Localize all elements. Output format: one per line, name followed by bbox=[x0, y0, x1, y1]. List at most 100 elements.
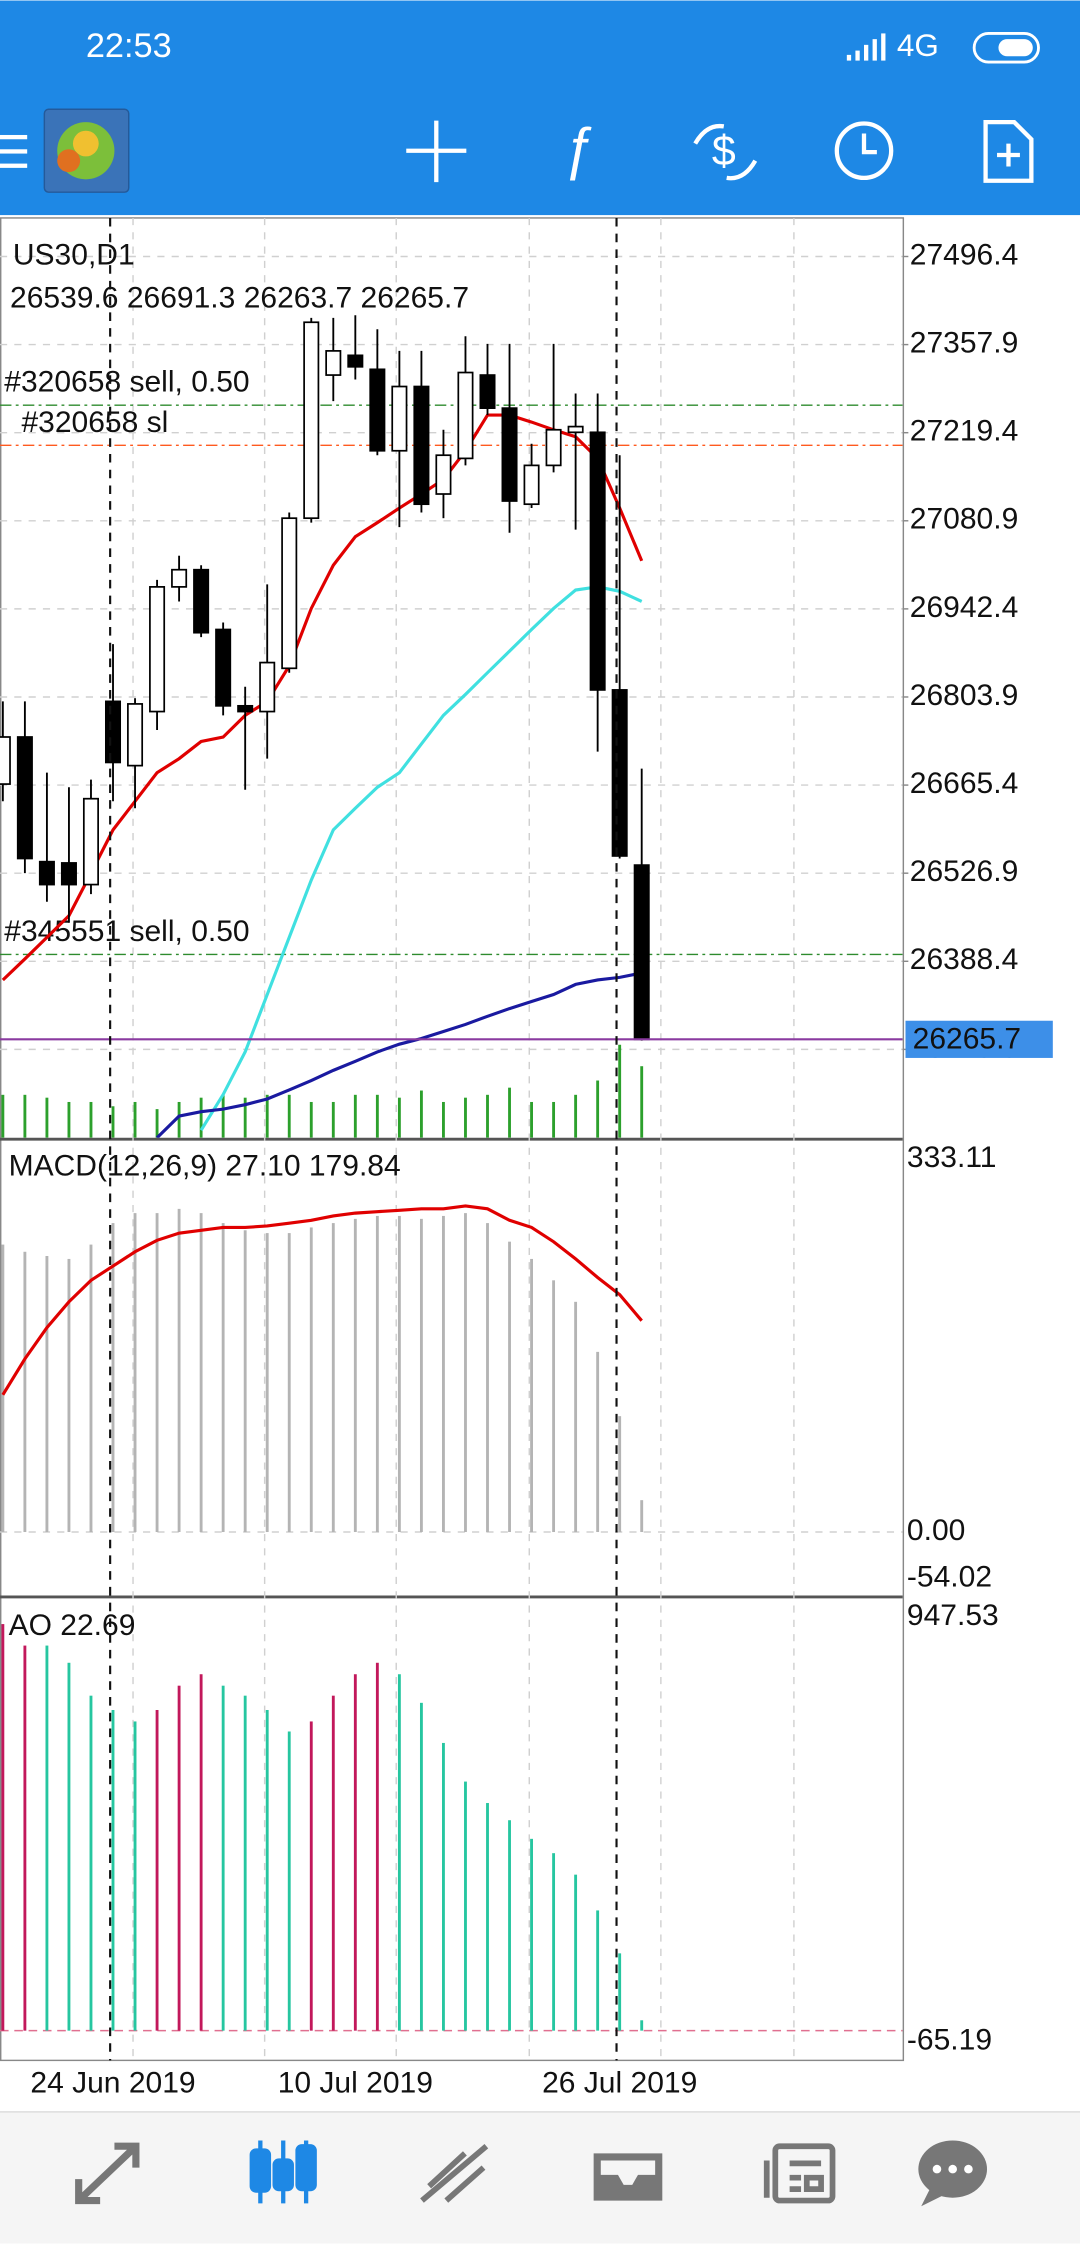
vertical-grid bbox=[132, 217, 795, 2061]
y-tick-label: 26388.4 bbox=[910, 943, 1019, 976]
macd-bar bbox=[45, 1255, 49, 1533]
y-tick-label: 26942.4 bbox=[910, 591, 1019, 624]
ao-bar bbox=[419, 1702, 423, 2031]
candle-body bbox=[501, 407, 518, 502]
axes: 27496.4 27357.9 27219.4 27080.9 26942.4 26803… bbox=[30, 238, 1053, 2100]
volume-bar bbox=[552, 1101, 556, 1138]
macd-bar bbox=[265, 1233, 269, 1533]
trade-tab[interactable] bbox=[420, 2144, 489, 2203]
macd-panel bbox=[0, 1204, 903, 1533]
volume-bar bbox=[309, 1101, 313, 1138]
volume-bar bbox=[486, 1094, 489, 1138]
macd-bar bbox=[486, 1223, 489, 1533]
volume-bar bbox=[155, 1109, 159, 1138]
price-tag bbox=[905, 1020, 1053, 1058]
history-tab[interactable] bbox=[593, 2153, 663, 2201]
ao-bar bbox=[508, 1820, 511, 2031]
candle-body bbox=[193, 568, 210, 634]
volume-bar bbox=[640, 1066, 644, 1138]
ao-bar bbox=[375, 1662, 379, 2031]
svg-text:$: $ bbox=[712, 127, 736, 175]
ao-bar bbox=[177, 1685, 181, 2031]
macd-bar bbox=[67, 1258, 71, 1533]
candle-body bbox=[0, 736, 11, 785]
close-readout: 26265.7 bbox=[361, 281, 470, 314]
price-panel: #320658 sell, 0.50 #320658 sl #345551 sell… bbox=[0, 255, 903, 1138]
volume-bar bbox=[221, 1094, 225, 1138]
ao-bar bbox=[45, 1645, 49, 2031]
volume-bar bbox=[45, 1097, 49, 1138]
status-time: 22:53 bbox=[86, 27, 172, 65]
macd-bar bbox=[508, 1241, 511, 1533]
macd-bar bbox=[464, 1213, 467, 1533]
period-button[interactable] bbox=[834, 121, 894, 181]
y-tick-label: 26665.4 bbox=[910, 767, 1019, 800]
volume-bar bbox=[530, 1101, 533, 1138]
ao-bar bbox=[23, 1645, 27, 2031]
symbol-title: US30,D1 bbox=[13, 239, 135, 272]
ao-bar bbox=[111, 1709, 115, 2031]
volume-bar bbox=[199, 1097, 203, 1138]
y-tick-label: -54.02 bbox=[907, 1560, 992, 1593]
trade-button[interactable]: $ bbox=[693, 123, 758, 181]
app-logo[interactable] bbox=[43, 108, 130, 193]
macd-bar bbox=[309, 1227, 313, 1533]
candle-body bbox=[545, 428, 562, 467]
candle-body bbox=[215, 628, 232, 707]
ao-bar bbox=[67, 1662, 71, 2031]
menu-button[interactable] bbox=[0, 134, 28, 168]
candle-body bbox=[523, 464, 540, 506]
ao-bar bbox=[265, 1709, 269, 2031]
chat-tab[interactable] bbox=[918, 2140, 988, 2207]
ao-bar bbox=[199, 1674, 203, 2031]
candle-body bbox=[347, 354, 364, 368]
candle-body bbox=[237, 704, 254, 713]
new-order-button[interactable] bbox=[983, 119, 1034, 183]
order-label: #345551 sell, 0.50 bbox=[4, 915, 249, 948]
volume-bar bbox=[287, 1094, 291, 1138]
ao-bar bbox=[486, 1803, 489, 2031]
ao-bar bbox=[530, 1838, 533, 2031]
x-tick-label: 10 Jul 2019 bbox=[278, 2067, 433, 2100]
signal-icon bbox=[846, 33, 886, 61]
volume-bar bbox=[353, 1094, 357, 1138]
macd-bar bbox=[331, 1223, 335, 1533]
macd-bar bbox=[375, 1215, 379, 1533]
indicators-button[interactable]: ƒ bbox=[562, 116, 594, 180]
ao-bar bbox=[442, 1742, 445, 2031]
macd-bar bbox=[199, 1213, 203, 1533]
volume-bar bbox=[177, 1101, 181, 1138]
open-readout: 26539.6 bbox=[10, 281, 119, 314]
candle-body bbox=[259, 661, 276, 713]
ao-bar bbox=[243, 1695, 247, 2031]
volume-bar bbox=[89, 1101, 93, 1138]
volume-bar bbox=[397, 1097, 401, 1138]
macd-bar bbox=[221, 1223, 225, 1533]
chart-tab[interactable] bbox=[249, 2140, 317, 2204]
volume-bar bbox=[133, 1101, 137, 1138]
macd-bar bbox=[1, 1244, 5, 1533]
x-tick-label: 26 Jul 2019 bbox=[542, 2067, 697, 2100]
candle-body bbox=[611, 689, 628, 857]
crosshair-button[interactable] bbox=[406, 120, 467, 183]
macd-bar bbox=[618, 1416, 622, 1533]
low-readout: 26263.7 bbox=[244, 281, 352, 314]
ao-bar bbox=[155, 1709, 159, 2031]
candle-body bbox=[104, 700, 122, 764]
quotes-tab[interactable] bbox=[75, 2142, 140, 2205]
volume-bar bbox=[464, 1097, 467, 1138]
ao-bar bbox=[596, 1910, 600, 2031]
price-tag-label: 26265.7 bbox=[913, 1023, 1022, 1056]
volume-bar bbox=[574, 1094, 578, 1138]
macd-bar bbox=[353, 1218, 357, 1533]
y-tick-label: -65.19 bbox=[907, 2024, 992, 2057]
candle-body bbox=[457, 371, 474, 460]
candle-body bbox=[633, 864, 650, 1041]
candle-body bbox=[60, 862, 77, 886]
macd-bar bbox=[243, 1230, 247, 1533]
volume-bar bbox=[596, 1080, 600, 1138]
news-tab[interactable] bbox=[763, 2143, 836, 2204]
macd-bar bbox=[552, 1280, 556, 1533]
macd-title: MACD(12,26,9) 27.10 179.84 bbox=[9, 1150, 401, 1183]
